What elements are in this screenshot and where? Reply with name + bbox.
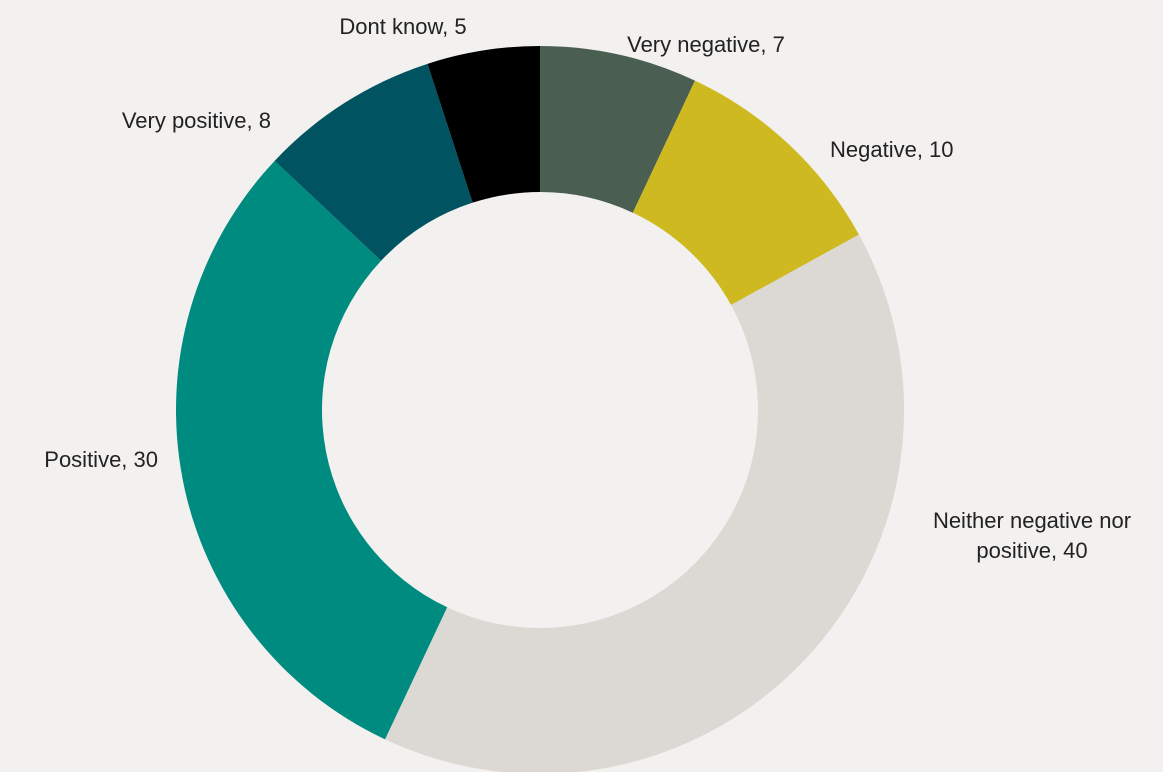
slice-label-negative: Negative, 10 [830, 137, 954, 162]
slice-label-line: positive, 40 [976, 538, 1087, 563]
slice-label-neither-negative-nor-positive: Neither negative nor positive, 40 [933, 508, 1131, 563]
slice-label-line: Neither negative nor [933, 508, 1131, 533]
donut-slices [176, 46, 904, 772]
slice-label-line: Dont know, 5 [339, 14, 466, 39]
slice-label-positive: Positive, 30 [44, 447, 158, 472]
slice-label-line: Positive, 30 [44, 447, 158, 472]
slice-neither-negative-nor-positive [385, 235, 904, 772]
slice-label-line: Very positive, 8 [122, 108, 271, 133]
slice-label-very-negative: Very negative, 7 [627, 32, 785, 57]
slice-label-line: Negative, 10 [830, 137, 954, 162]
slice-positive [176, 161, 447, 740]
slice-label-very-positive: Very positive, 8 [122, 108, 271, 133]
slice-label-dont-know: Dont know, 5 [339, 14, 466, 39]
slice-label-line: Very negative, 7 [627, 32, 785, 57]
